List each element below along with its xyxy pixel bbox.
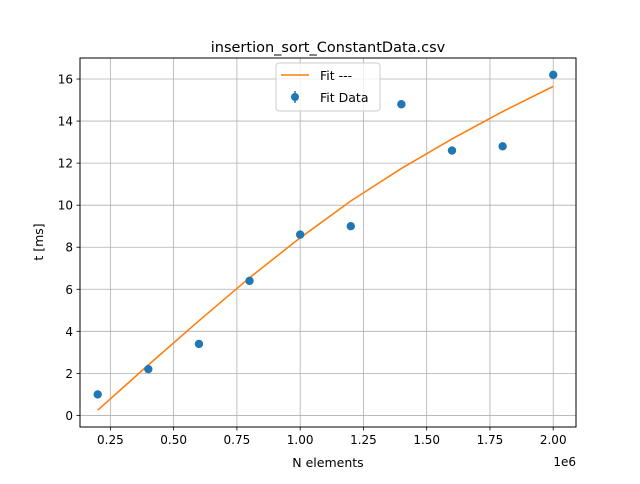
y-tick-label: 16 (58, 73, 73, 87)
ticks: 0.25 0.50 0.75 1.00 1.25 1.50 1.75 2.00 0 2 4 6 8 10 1… (58, 73, 567, 447)
fit-data-point (144, 364, 153, 374)
fit-data-point (447, 146, 457, 155)
x-tick-label: 1.75 (477, 433, 504, 447)
y-tick-label: 4 (65, 325, 73, 339)
fit-data-point (346, 222, 355, 231)
legend-fit-data-label: Fit Data (320, 90, 368, 105)
y-tick-label: 2 (65, 367, 73, 381)
x-tick-label: 1.50 (413, 433, 440, 447)
y-tick-label: 14 (58, 115, 73, 129)
x-tick-label: 0.25 (97, 433, 124, 447)
x-axis-label: N elements (292, 455, 363, 470)
plot-frame (79, 57, 577, 428)
x-axis-offset-label: 1e6 (553, 455, 576, 469)
y-tick-label: 8 (65, 241, 73, 255)
y-axis-label: t [ms] (31, 223, 46, 260)
chart-title: insertion_sort_ConstantData.csv (211, 40, 446, 56)
y-tick-label: 12 (58, 157, 73, 171)
grid (80, 58, 576, 427)
fit-data-point (93, 390, 102, 399)
fit-data-point (245, 276, 254, 286)
y-tick-label: 6 (65, 283, 73, 297)
fit-line (97, 85, 554, 411)
x-tick-label: 1.00 (287, 433, 314, 447)
x-tick-label: 0.75 (224, 433, 251, 447)
fit-data-point (549, 70, 558, 80)
x-tick-label: 2.00 (540, 433, 567, 447)
fit-data-point (397, 100, 406, 109)
legend-fit-data-marker (291, 93, 299, 101)
fit-data-point (498, 142, 507, 151)
fit-data-point (295, 230, 305, 239)
fit-data-point (194, 339, 204, 349)
legend-fit-line-label: Fit --- (320, 68, 352, 83)
series-layer (93, 70, 558, 411)
x-tick-label: 0.50 (160, 433, 187, 447)
y-tick-label: 10 (58, 199, 73, 213)
y-tick-label: 0 (65, 409, 73, 423)
legend: Fit --- Fit Data (275, 62, 381, 112)
x-tick-label: 1.25 (350, 433, 377, 447)
